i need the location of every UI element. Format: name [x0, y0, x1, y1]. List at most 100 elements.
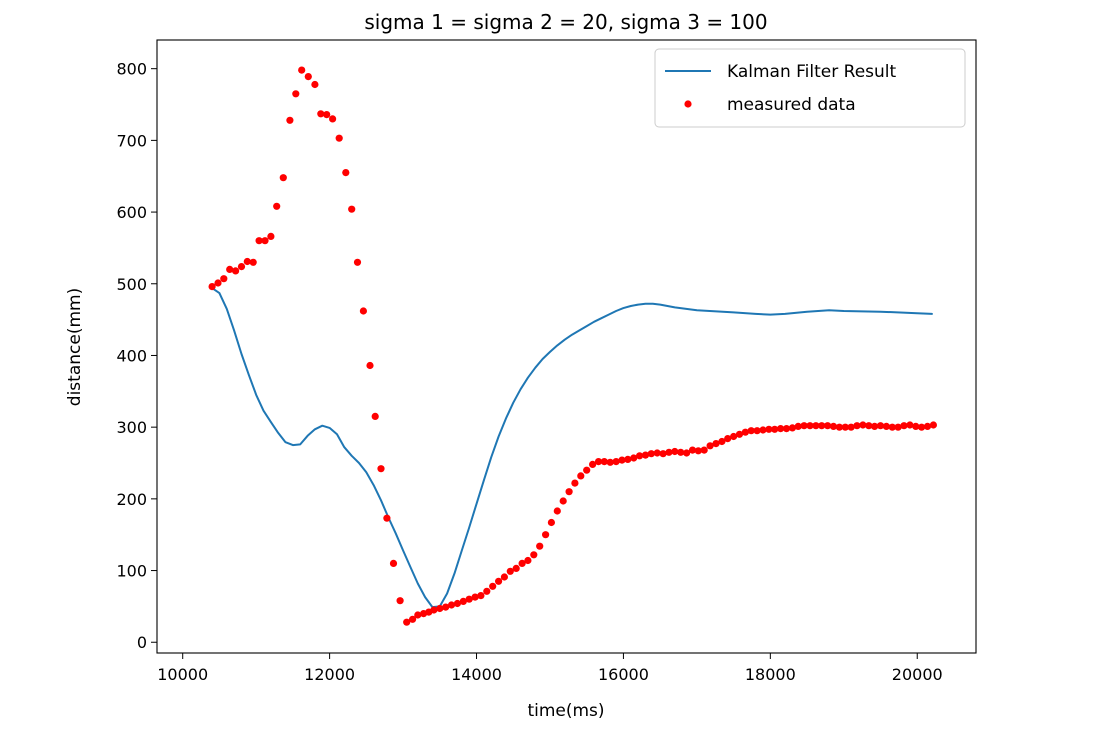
y-tick-label: 700	[116, 131, 147, 150]
measured-data-point	[542, 531, 550, 539]
measured-data-point	[447, 601, 456, 609]
y-tick-label: 300	[116, 418, 147, 437]
measured-data-point	[659, 450, 667, 458]
measured-data-point	[311, 80, 319, 89]
measured-data-point	[220, 275, 228, 283]
measured-data-point	[571, 479, 579, 487]
measured-data-point	[683, 449, 691, 457]
x-axis-ticks: 10000 12000 14000 16000 18000 20000	[157, 653, 943, 684]
measured-data-point	[641, 451, 650, 459]
measured-data-point	[524, 556, 532, 565]
axes-frame	[156, 39, 977, 654]
measured-data-point	[829, 422, 838, 430]
measured-data-point	[366, 361, 374, 370]
x-tick-label: 12000	[304, 665, 355, 684]
measured-data-point	[536, 542, 544, 550]
measured-data-point	[671, 447, 679, 456]
measured-data-point	[583, 466, 591, 474]
measured-data-point	[853, 422, 861, 430]
measured-data-point	[317, 110, 325, 118]
measured-data-point	[409, 615, 417, 623]
measured-data-point	[865, 422, 873, 430]
measured-data-point	[929, 421, 938, 429]
measured-data-point	[403, 618, 411, 626]
legend-entry-measured: measured data	[727, 95, 856, 115]
measured-data-point	[348, 205, 356, 213]
y-tick-label: 800	[116, 60, 147, 79]
measured-data-point	[812, 422, 820, 430]
measured-data-point	[279, 174, 287, 182]
measured-data-point	[923, 422, 932, 430]
measured-data-point	[396, 597, 404, 605]
measured-data-point	[261, 237, 269, 245]
measured-data-point	[741, 428, 750, 436]
measured-data-point	[636, 452, 644, 460]
measured-data-point	[824, 422, 832, 430]
x-tick-label: 20000	[892, 665, 943, 684]
y-tick-label: 400	[116, 346, 147, 365]
measured-data-point	[888, 423, 896, 431]
measured-data-point	[589, 460, 597, 468]
measured-data-point	[459, 597, 467, 606]
measured-data-point	[430, 606, 438, 614]
x-tick-label: 10000	[157, 665, 208, 684]
measured-data-point	[323, 111, 331, 119]
measured-data-point	[759, 426, 767, 434]
legend-box	[654, 48, 966, 128]
y-tick-label: 200	[116, 490, 147, 509]
measured-data-point	[677, 448, 685, 456]
measured-data-point	[818, 422, 826, 430]
measured-data-point	[612, 458, 620, 466]
measured-data-point	[342, 169, 350, 177]
measured-data-point	[565, 488, 573, 496]
y-tick-label: 600	[116, 203, 147, 222]
measured-data-point	[577, 472, 585, 480]
measured-data-point	[329, 115, 337, 123]
measured-data-point	[900, 422, 908, 430]
measured-data-point	[477, 592, 485, 600]
y-tick-label: 100	[116, 562, 147, 581]
measured-data-point	[298, 66, 306, 74]
measured-data-point	[359, 307, 367, 315]
measured-data-point	[688, 446, 697, 454]
measured-data-point	[777, 425, 785, 433]
measured-data-point	[906, 421, 914, 429]
measured-data-point	[249, 258, 257, 266]
measured-data-point	[606, 458, 614, 466]
measured-data-point	[765, 425, 773, 433]
measured-data-point	[335, 134, 343, 142]
measured-data-point	[518, 559, 526, 568]
measured-data-point	[806, 422, 814, 430]
plot-area	[208, 66, 938, 626]
measured-data-point	[547, 518, 556, 527]
measured-data-point	[500, 573, 508, 581]
measured-data-point	[841, 423, 849, 431]
measured-data-point	[389, 559, 398, 568]
measured-data-point	[553, 507, 561, 515]
measured-data-point	[618, 456, 626, 464]
measured-data-point	[226, 265, 234, 273]
measured-data-point	[735, 430, 744, 438]
measured-data-point	[653, 449, 661, 457]
legend-entry-kalman: Kalman Filter Result	[727, 62, 897, 82]
measured-data-point	[912, 422, 920, 430]
measured-data-point	[700, 446, 708, 454]
measured-data-point	[353, 258, 362, 266]
measured-data-point	[465, 595, 473, 603]
y-tick-label: 500	[116, 275, 147, 294]
x-tick-label: 18000	[745, 665, 796, 684]
measured-data-point	[706, 442, 714, 450]
chart-title: sigma 1 = sigma 2 = 20, sigma 3 = 100	[364, 10, 767, 34]
y-axis-label: distance(mm)	[65, 288, 85, 406]
measured-data-point	[489, 582, 497, 590]
measured-data-point	[267, 232, 275, 240]
measured-data-point	[286, 116, 294, 124]
measured-data-point	[273, 202, 281, 210]
measured-data-point	[871, 422, 879, 430]
measured-data-point	[800, 422, 808, 430]
measured-data-point	[724, 435, 732, 443]
measured-data-point	[747, 427, 755, 435]
kalman-filter-line	[211, 287, 933, 609]
measured-data-point	[859, 421, 867, 429]
